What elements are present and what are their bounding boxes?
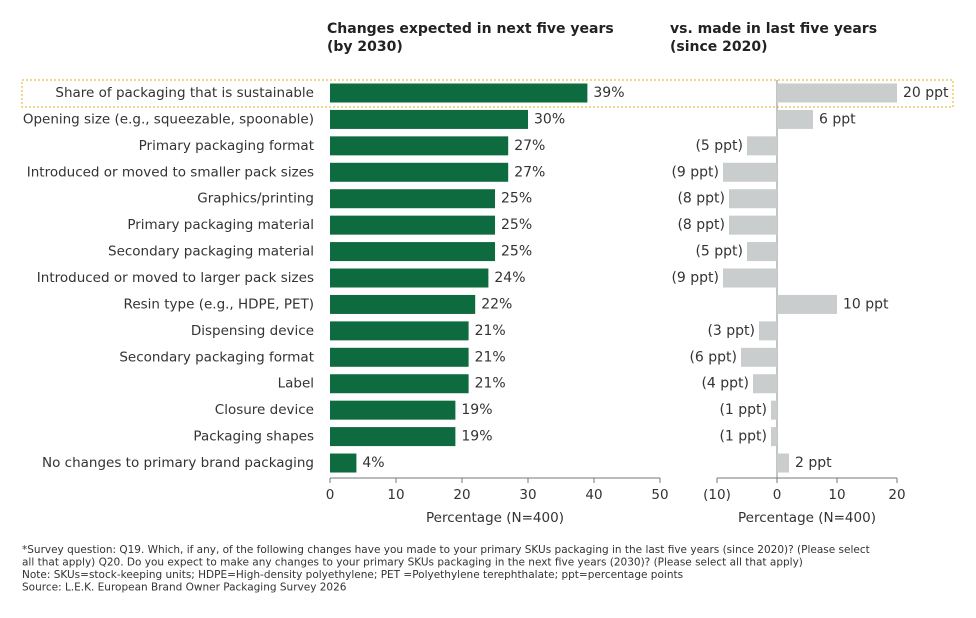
value-label: (1 ppt) — [719, 402, 767, 418]
value-label: 4% — [362, 455, 384, 471]
footnote: *Survey question: Q19. Which, if any, of… — [22, 544, 870, 556]
x-tick-label: 20 — [888, 487, 905, 503]
value-label: 21% — [475, 349, 506, 365]
bar — [330, 374, 469, 394]
bar — [777, 109, 813, 129]
category-label: Secondary packaging material — [108, 244, 314, 260]
value-label: (8 ppt) — [677, 217, 725, 233]
category-label: No changes to primary brand packaging — [42, 455, 314, 471]
value-label: 22% — [481, 296, 512, 312]
bar — [330, 83, 588, 103]
bar — [777, 83, 897, 103]
bar — [330, 427, 456, 447]
bar — [330, 321, 469, 341]
bar — [330, 162, 509, 182]
bar — [771, 400, 777, 420]
value-label: (9 ppt) — [671, 270, 719, 286]
bar — [330, 347, 469, 367]
chart-subtitle: (by 2030) — [327, 39, 403, 55]
bar — [330, 242, 495, 262]
category-label: Share of packaging that is sustainable — [55, 85, 314, 101]
value-label: 25% — [501, 244, 532, 260]
bar — [747, 242, 777, 262]
bar — [723, 268, 777, 288]
footnote: all that apply) Q20. Do you expect to ma… — [22, 557, 803, 569]
x-tick-label: 0 — [773, 487, 782, 503]
value-label: (4 ppt) — [701, 376, 749, 392]
bar — [753, 374, 777, 394]
highlight-box — [21, 79, 954, 108]
bar — [330, 453, 357, 473]
bar — [729, 215, 777, 235]
x-tick-label: 20 — [453, 487, 470, 503]
value-label: 30% — [534, 111, 565, 127]
value-label: (1 ppt) — [719, 429, 767, 445]
category-label: Dispensing device — [191, 323, 314, 339]
category-label: Graphics/printing — [197, 191, 314, 207]
value-label: (8 ppt) — [677, 191, 725, 207]
x-axis-label: Percentage (N=400) — [738, 510, 876, 526]
x-tick-label: 40 — [585, 487, 602, 503]
bar — [330, 294, 476, 314]
category-label: Opening size (e.g., squeezable, spoonabl… — [23, 111, 314, 127]
chart-title: Changes expected in next five years — [327, 21, 614, 37]
bar — [771, 427, 777, 447]
x-tick-label: (10) — [703, 487, 731, 503]
bar — [330, 215, 495, 235]
bar — [747, 136, 777, 156]
footnote: Source: L.E.K. European Brand Owner Pack… — [22, 582, 347, 594]
value-label: 27% — [514, 164, 545, 180]
value-label: (5 ppt) — [695, 138, 743, 154]
category-label: Introduced or moved to larger pack sizes — [37, 270, 314, 286]
category-label: Secondary packaging format — [119, 349, 314, 365]
bar — [330, 189, 495, 209]
chart-title: vs. made in last five years — [670, 21, 877, 37]
bar — [723, 162, 777, 182]
value-label: (3 ppt) — [707, 323, 755, 339]
value-label: 25% — [501, 191, 532, 207]
bar — [330, 136, 509, 156]
x-tick-label: 50 — [651, 487, 668, 503]
category-label: Resin type (e.g., HDPE, PET) — [124, 296, 314, 312]
bar — [741, 347, 777, 367]
bar — [777, 453, 789, 473]
value-label: 39% — [593, 85, 624, 101]
value-label: 19% — [461, 429, 492, 445]
bar — [729, 189, 777, 209]
category-label: Label — [278, 376, 314, 392]
bar — [330, 400, 456, 420]
value-label: 2 ppt — [795, 455, 832, 471]
category-label: Closure device — [215, 402, 314, 418]
bar — [759, 321, 777, 341]
x-tick-label: 10 — [828, 487, 845, 503]
value-label: 27% — [514, 138, 545, 154]
bar — [330, 109, 528, 129]
x-tick-label: 10 — [387, 487, 404, 503]
bar — [777, 294, 837, 314]
value-label: 19% — [461, 402, 492, 418]
value-label: 6 ppt — [819, 111, 856, 127]
value-label: (6 ppt) — [689, 349, 737, 365]
value-label: 20 ppt — [903, 85, 949, 101]
value-label: 10 ppt — [843, 296, 889, 312]
category-label: Packaging shapes — [193, 429, 314, 445]
x-tick-label: 30 — [519, 487, 536, 503]
bar — [330, 268, 489, 288]
value-label: 21% — [475, 376, 506, 392]
footnote: Note: SKUs=stock-keeping units; HDPE=Hig… — [22, 569, 683, 581]
value-label: (9 ppt) — [671, 164, 719, 180]
value-label: 24% — [494, 270, 525, 286]
value-label: 25% — [501, 217, 532, 233]
chart-subtitle: (since 2020) — [670, 39, 768, 55]
x-axis-label: Percentage (N=400) — [426, 510, 564, 526]
category-label: Primary packaging format — [139, 138, 314, 154]
category-label: Primary packaging material — [127, 217, 314, 233]
value-label: 21% — [475, 323, 506, 339]
category-label: Introduced or moved to smaller pack size… — [27, 164, 314, 180]
x-tick-label: 0 — [326, 487, 335, 503]
value-label: (5 ppt) — [695, 244, 743, 260]
